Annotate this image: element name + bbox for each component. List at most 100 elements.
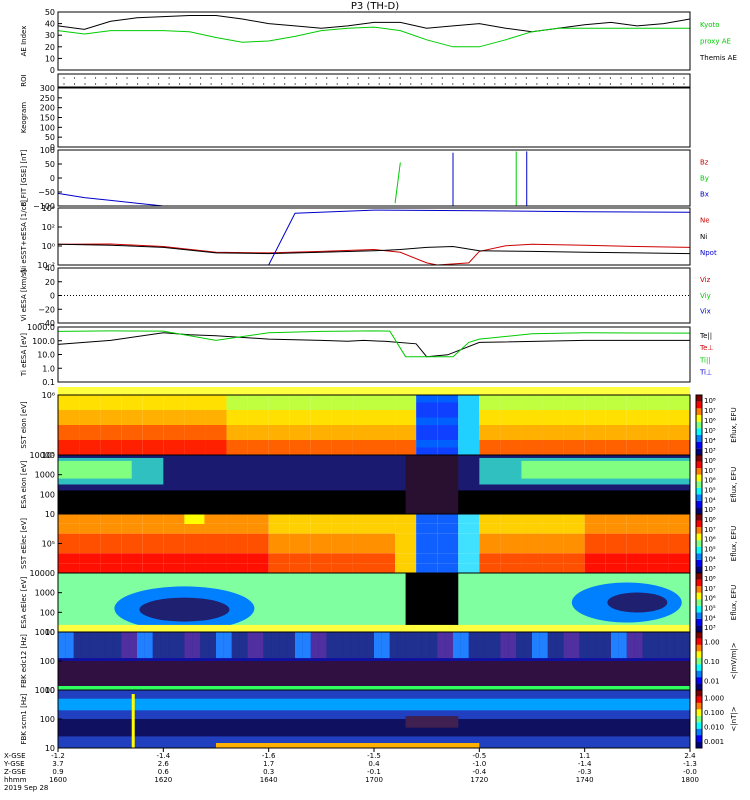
roi-dot <box>389 77 391 79</box>
colorbar-tick: 10⁵ <box>704 486 716 494</box>
sst-ion-cell <box>310 425 332 433</box>
sst-ion-cell <box>226 410 248 418</box>
sst-elec-cell <box>268 543 290 554</box>
sst-elec-cell <box>121 563 143 573</box>
roi-dot <box>504 77 506 79</box>
xtick-label: -0.1 <box>367 768 381 776</box>
colorbar-cell <box>696 500 702 508</box>
sst-ion-cell <box>500 402 522 410</box>
fbk-e-stripe <box>460 632 469 659</box>
fbk-e-stripe <box>208 632 216 659</box>
xtick-label: 1700 <box>365 776 383 784</box>
fbk-e-stripe <box>626 632 635 659</box>
ytick-label: 1000 <box>35 686 55 695</box>
sst-elec-cell <box>395 514 417 524</box>
fbk-e-stripe <box>184 632 193 659</box>
series-line-npot <box>58 209 691 266</box>
roi-dot <box>378 77 380 79</box>
xtick-label: 1620 <box>154 776 172 784</box>
roi-dot <box>578 77 580 79</box>
fbk-e-stripe <box>634 632 643 659</box>
colorbar-cell <box>696 435 702 442</box>
sst-ion-cell <box>647 425 669 433</box>
sst-elec-cell <box>184 523 206 534</box>
fbk-e-stripe <box>421 632 430 659</box>
colorbar-cell <box>696 441 702 449</box>
plot-title: P3 (TH-D) <box>351 1 399 12</box>
sst-ion-cell <box>58 410 80 418</box>
sst-ion-cell <box>310 410 332 418</box>
colorbar-cell <box>696 592 702 600</box>
roi-dot <box>504 83 506 85</box>
legend-entry: proxy AE <box>700 37 731 45</box>
sst-ion-cell <box>647 410 669 418</box>
sst-elec-cell <box>626 514 648 524</box>
sst-ion-cell <box>521 440 543 448</box>
xtick-label: 1600 <box>49 776 67 784</box>
sst-elec-cell <box>521 523 543 534</box>
fbk-e-stripe <box>223 632 232 659</box>
xtick-label: 1.7 <box>263 760 274 768</box>
roi-dot <box>683 83 685 85</box>
ytick-label: 10⁵ <box>42 540 55 549</box>
fbk-b-patch <box>405 716 459 728</box>
sst-ion-cell <box>79 425 101 433</box>
legend-entry: Bx <box>700 190 709 198</box>
sst-ion-cell <box>79 402 101 410</box>
fbk-e-stripe <box>247 632 256 659</box>
roi-dot <box>73 77 76 79</box>
xtick-label: 0.3 <box>263 768 274 776</box>
sst-ion-cell <box>668 440 690 448</box>
sst-ion-cell <box>58 447 80 455</box>
sst-ion-cell <box>331 402 353 410</box>
sst-ion-cell <box>416 410 438 418</box>
ytick-label: 1000 <box>35 628 55 637</box>
fbk-e-stripe <box>318 632 327 659</box>
sst-elec-cell <box>247 514 269 524</box>
sst-elec-cell <box>395 523 417 534</box>
sst-ion-cell <box>310 440 332 448</box>
sst-ion-cell <box>416 425 438 433</box>
sst-elec-cell <box>500 543 522 554</box>
colorbar-tick: 10³ <box>704 624 716 632</box>
sst-elec-cell <box>226 563 248 573</box>
legend-entry: By <box>700 174 709 182</box>
xtick-label: -1.4 <box>578 760 592 768</box>
sst-ion-cell <box>668 447 690 455</box>
fbk-e-stripe <box>618 632 627 659</box>
sst-elec-cell <box>416 543 438 554</box>
colorbar-tick: 0.100 <box>704 709 724 717</box>
sst-ion-cell <box>458 425 480 433</box>
ytick-label: 0 <box>50 66 55 75</box>
colorbar-cell <box>696 612 702 619</box>
roi-dot <box>136 83 139 85</box>
fbk-e-stripe <box>405 632 414 659</box>
sst-elec-cell <box>584 543 606 554</box>
sst-ion-cell <box>668 425 690 433</box>
panel-frame <box>57 11 691 71</box>
roi-dot <box>231 77 233 79</box>
xtick-label: 1800 <box>681 776 699 784</box>
sst-elec-cell <box>79 543 101 554</box>
esa-elec-core <box>139 597 230 622</box>
colorbar-cell <box>696 455 702 462</box>
sst-ion-cell <box>205 410 227 418</box>
colorbar-cell <box>696 553 702 560</box>
sst-ion-cell <box>226 402 248 410</box>
sst-ion-cell <box>205 402 227 410</box>
sst-elec-cell <box>289 553 311 564</box>
sst-ion-cell <box>626 432 648 440</box>
fbk-e-stripe <box>468 632 477 659</box>
ylabel: B_FIT [GSE] [nT] <box>20 149 28 206</box>
sst-elec-cell <box>416 553 438 564</box>
sst-elec-cell <box>647 563 669 573</box>
sst-elec-cell <box>79 533 101 544</box>
sst-elec-cell <box>626 543 648 554</box>
colorbar-cell <box>696 728 702 736</box>
sst-ion-top-band <box>58 387 690 395</box>
roi-dot <box>315 83 317 85</box>
fbk-e-stripe <box>129 632 137 659</box>
ylabel: ROI <box>20 74 28 86</box>
sst-ion-cell <box>500 425 522 433</box>
sst-ion-cell <box>163 402 185 410</box>
